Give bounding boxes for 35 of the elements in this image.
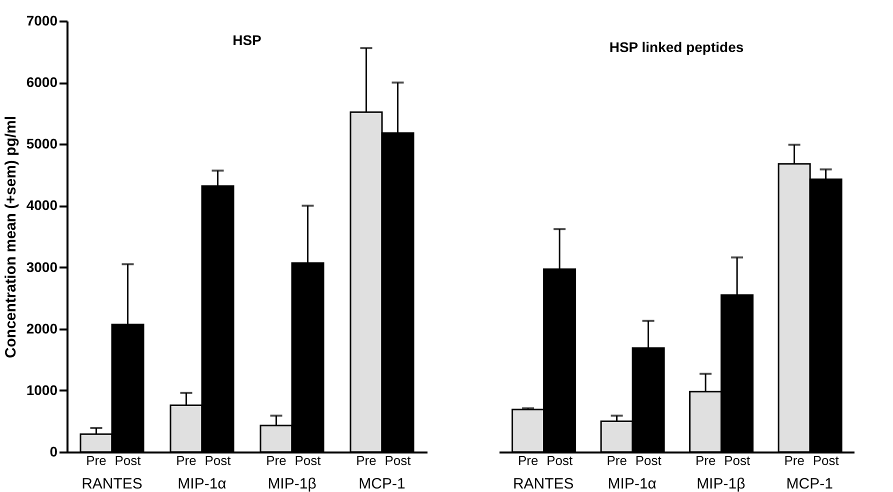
series-label: Pre — [86, 453, 106, 468]
text: Pre — [695, 453, 716, 468]
x-tick-label: MCP-1 — [358, 476, 406, 492]
y-tick-label: 7000 — [26, 12, 58, 28]
x-tick-label: MIP-1α — [608, 476, 657, 492]
x-tick-label: MIP-1β — [696, 476, 746, 492]
text: Post — [812, 453, 839, 468]
text: Post — [635, 453, 662, 468]
y-tick-label: 0 — [50, 444, 58, 460]
text: Post — [204, 453, 231, 468]
y-tick-label: 4000 — [26, 197, 58, 214]
text: HSP linked peptides — [609, 39, 744, 55]
text: Pre — [356, 453, 376, 468]
y-tick-label: 6000 — [26, 74, 58, 90]
text: Post — [294, 453, 321, 468]
text: Pre — [266, 453, 286, 468]
text: Pre — [606, 453, 627, 468]
y-axis-title: Concentration mean (+sem) pg/ml — [2, 116, 20, 358]
text: Pre — [176, 453, 196, 468]
text: Pre — [784, 453, 804, 468]
y-tick-label: 5000 — [26, 136, 58, 152]
x-tick-label: RANTES — [512, 476, 574, 492]
x-tick-label: MCP-1 — [786, 476, 833, 492]
x-tick-label: MIP-1β — [268, 476, 317, 492]
y-tick-label: 2000 — [26, 320, 58, 336]
series-label: Post — [114, 453, 142, 468]
series-label: Post — [546, 453, 573, 468]
text: Post — [384, 453, 411, 468]
y-tick-label: 1000 — [26, 382, 58, 398]
text: HSP — [232, 32, 262, 48]
text: Post — [724, 453, 750, 468]
x-tick-label: MIP-1α — [178, 476, 227, 492]
series-label: Pre — [518, 453, 538, 468]
x-tick-label: RANTES — [82, 476, 142, 492]
y-tick-label: 3000 — [26, 258, 58, 275]
